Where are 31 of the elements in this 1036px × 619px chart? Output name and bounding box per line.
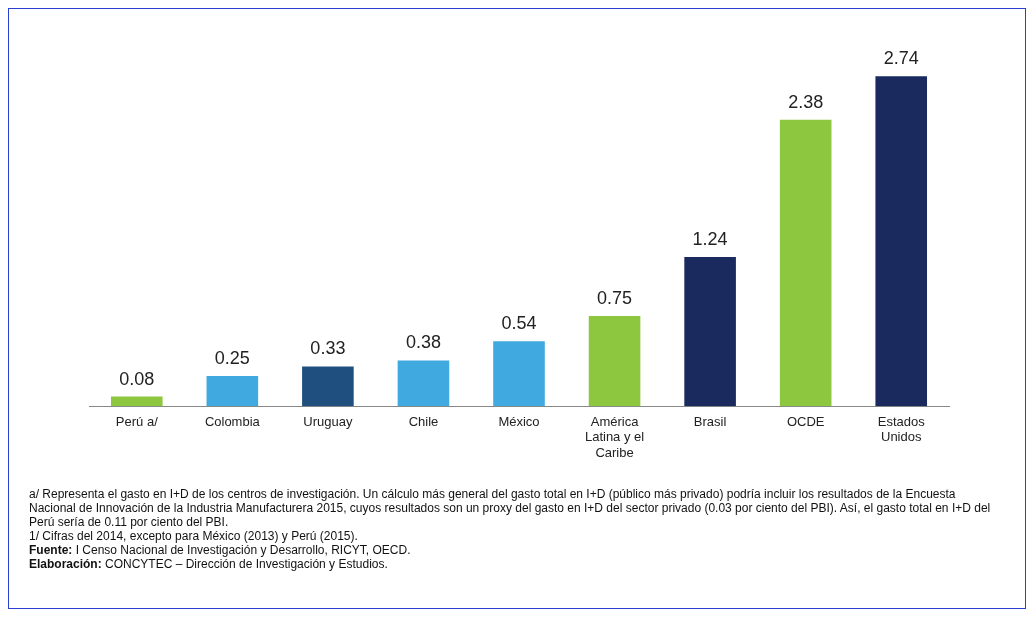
data-label: 0.75 <box>597 287 633 308</box>
bar <box>493 341 545 407</box>
x-tick-label: México <box>498 413 540 429</box>
bar <box>302 366 354 407</box>
data-label: 2.74 <box>883 48 919 69</box>
data-label: 0.08 <box>119 368 155 389</box>
text: 1/ Cifras del 2014, excepto para México (2013) y Perú (2015). <box>29 529 358 543</box>
x-tick-label: Uruguay <box>303 413 353 429</box>
text: Elaboración: CONCYTEC – Dirección de Investigación y Estudios. <box>29 557 388 571</box>
data-label: 2.38 <box>788 91 824 112</box>
x-tick-label: Perú a/ <box>115 413 159 429</box>
bar <box>875 76 928 407</box>
data-label: 1.24 <box>692 228 728 249</box>
source-note: Fuente: I Censo Nacional de Investigación y Desarrollo, RICYT, OECD. <box>29 543 411 557</box>
text: a/ Representa el gasto en I+D de los centros de investigación. Un cálculo más general del gasto total en I+D (público más privado) podría incluir los resultados de la Encuesta Nacional de Innovación de la Industria Manufacturera 2015, cuyos resultados son un proxy del gasto en I+D del sector privado (0.03 por ciento del PBI). Así, el gasto total en I+D del Perú sería de 0.11 por ciento del PBI. <box>29 487 991 529</box>
bar <box>206 376 259 407</box>
x-tick-label: OCDE <box>786 413 825 429</box>
data-label: 0.33 <box>310 338 346 359</box>
bar <box>588 315 641 407</box>
bar <box>397 360 450 407</box>
bar <box>684 256 736 407</box>
x-tick-label: Estados Unidos <box>877 413 926 445</box>
x-tick-label: América Latina y el Caribe <box>584 413 645 460</box>
data-label: 0.54 <box>501 313 537 334</box>
x-tick-label: Colombia <box>204 413 261 429</box>
bar <box>110 396 163 407</box>
x-tick-label: Chile <box>408 413 439 429</box>
x-tick-label: Brasil <box>693 413 727 429</box>
bar <box>779 119 832 407</box>
data-label: 0.25 <box>214 348 250 369</box>
data-label: 0.38 <box>405 332 441 353</box>
